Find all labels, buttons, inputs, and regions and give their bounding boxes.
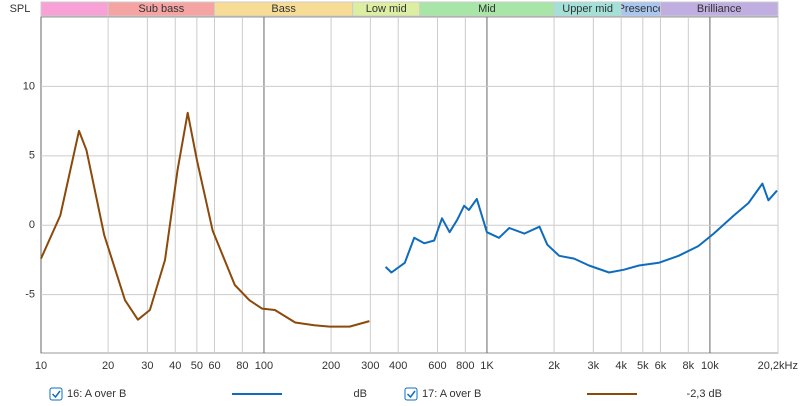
y-axis-label: SPL xyxy=(10,3,31,15)
x-tick-label: 60 xyxy=(208,360,220,372)
x-tick-label: 1K xyxy=(480,360,494,372)
legend-checkbox[interactable] xyxy=(404,387,418,401)
band-label: Brilliance xyxy=(697,3,742,15)
band-label: Mid xyxy=(478,3,496,15)
x-tick-label: 10k xyxy=(701,360,719,372)
legend-check[interactable] xyxy=(406,390,416,399)
band-label: Upper mid xyxy=(562,3,613,15)
x-tick-label: 20 xyxy=(102,360,114,372)
band xyxy=(40,1,109,17)
band xyxy=(659,1,779,17)
y-tick-label: 0 xyxy=(29,219,35,231)
line-series xyxy=(40,111,370,328)
x-tick-label: 5k xyxy=(637,360,649,372)
x-tick-label: 2k xyxy=(548,360,560,372)
legend-value: -2,3 dB xyxy=(687,388,722,400)
x-tick-label: 3k xyxy=(588,360,600,372)
x-tick-label: 300 xyxy=(361,360,379,372)
band-label: Low mid xyxy=(366,3,407,15)
x-tick-label: 600 xyxy=(428,360,446,372)
y-tick-label: -5 xyxy=(25,289,35,301)
x-tick-label: 400 xyxy=(389,360,407,372)
x-tick-label: 50 xyxy=(191,360,203,372)
plot-frame xyxy=(40,16,779,354)
band-label: Presence xyxy=(618,3,664,15)
y-tick-label: 5 xyxy=(29,150,35,162)
x-tick-label: 800 xyxy=(456,360,474,372)
legend-label: 16: A over B xyxy=(67,388,126,400)
x-tick-label: 6k xyxy=(655,360,667,372)
legend-checkbox[interactable] xyxy=(49,387,63,401)
x-tick-label: 40 xyxy=(169,360,181,372)
line-series xyxy=(384,182,778,274)
legend-check[interactable] xyxy=(51,390,61,399)
band-label: Sub bass xyxy=(138,3,184,15)
x-tick-label: 30 xyxy=(141,360,153,372)
y-tick-label: 10 xyxy=(23,80,35,92)
legend-label: 17: A over B xyxy=(422,388,481,400)
band-label: Bass xyxy=(271,3,296,15)
x-tick-label: 20,2kHz xyxy=(758,360,798,372)
x-tick-label: 80 xyxy=(236,360,248,372)
x-tick-label: 100 xyxy=(255,360,273,372)
x-tick-label: 8k xyxy=(682,360,694,372)
legend-value: dB xyxy=(354,388,367,400)
x-tick-label: 4k xyxy=(615,360,627,372)
x-tick-label: 10 xyxy=(35,360,47,372)
x-tick-label: 200 xyxy=(322,360,340,372)
